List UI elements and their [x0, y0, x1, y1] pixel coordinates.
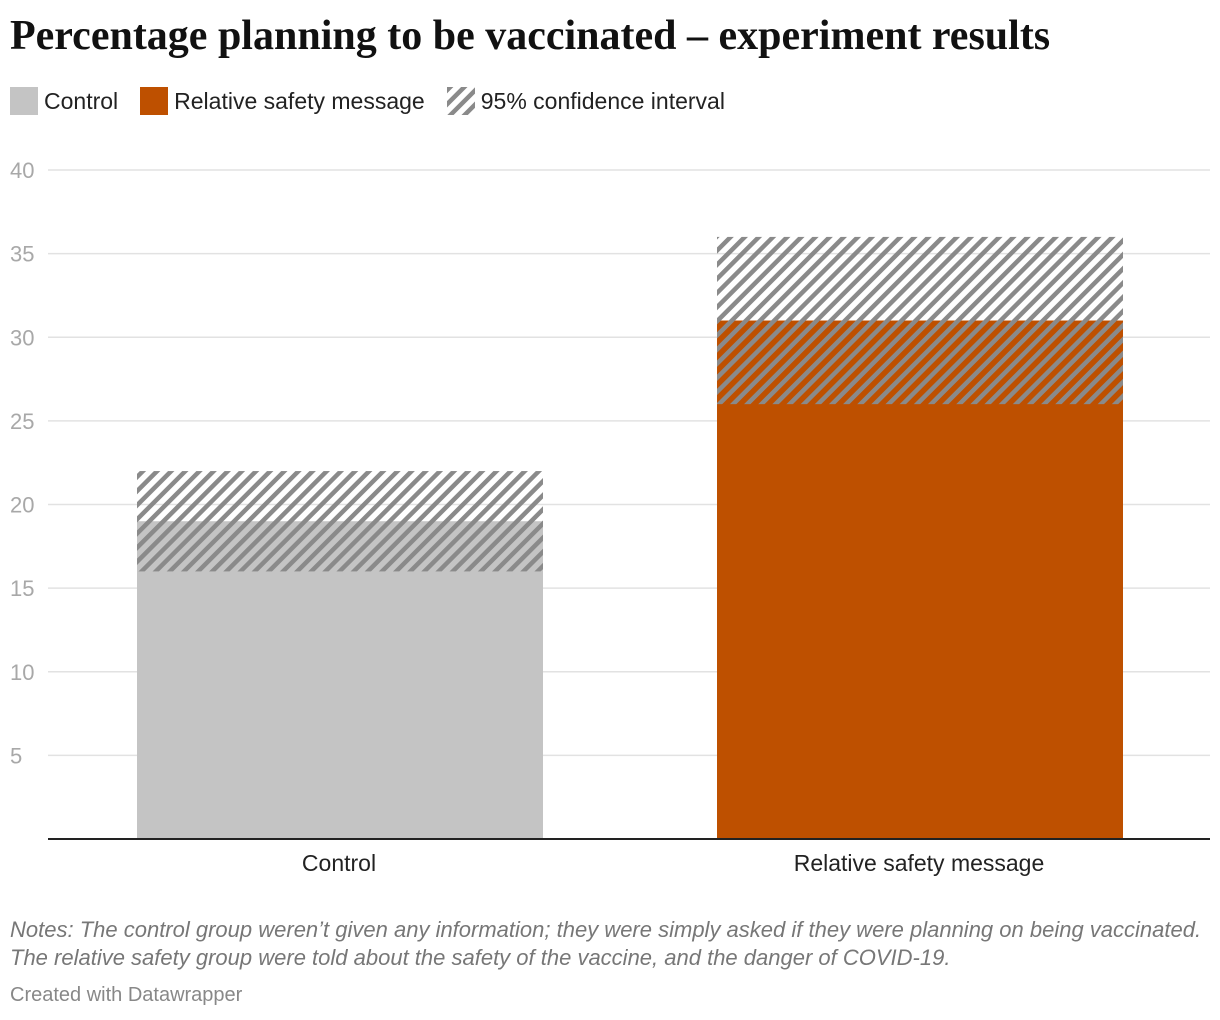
legend: Control Relative safety message 95% conf… — [10, 86, 747, 116]
y-tick-label: 20 — [10, 493, 34, 518]
bar-control — [137, 521, 543, 839]
legend-item-ci: 95% confidence interval — [446, 87, 725, 115]
legend-label-ci: 95% confidence interval — [480, 87, 725, 114]
y-tick-label: 15 — [10, 576, 34, 601]
ci-band-control — [137, 471, 543, 572]
y-tick-label: 40 — [10, 158, 34, 183]
x-tick-label: Control — [302, 850, 376, 876]
y-tick-label: 5 — [10, 743, 22, 768]
legend-swatch-ci — [446, 87, 475, 115]
ci-band-relative-safety — [717, 236, 1123, 405]
legend-swatch-control — [10, 87, 38, 115]
bars — [137, 320, 1123, 839]
legend-label-relative: Relative safety message — [174, 87, 425, 114]
legend-item-control: Control — [10, 87, 118, 115]
y-tick-label: 10 — [10, 660, 34, 685]
axes: 5 10 15 20 25 30 35 40 Control Relative safety me… — [10, 158, 1210, 876]
confidence-intervals — [137, 236, 1123, 572]
chart-title: Percentage planning to be vaccinated – e… — [10, 13, 1051, 59]
bar-relative-safety — [717, 320, 1123, 839]
legend-label-control: Control — [44, 87, 119, 114]
y-tick-label: 25 — [10, 409, 34, 434]
bar-chart: 5 10 15 20 25 30 35 40 Control Relative safety me… — [10, 158, 1210, 876]
x-tick-label: Relative safety message — [794, 850, 1045, 876]
y-tick-label: 30 — [10, 325, 34, 350]
legend-item-relative: Relative safety message — [140, 87, 425, 115]
credit: Created with Datawrapper — [10, 984, 243, 1006]
legend-swatch-relative — [140, 87, 169, 115]
y-tick-label: 35 — [10, 242, 34, 267]
chart-notes: Notes: The control group weren’t given a… — [10, 917, 1202, 970]
